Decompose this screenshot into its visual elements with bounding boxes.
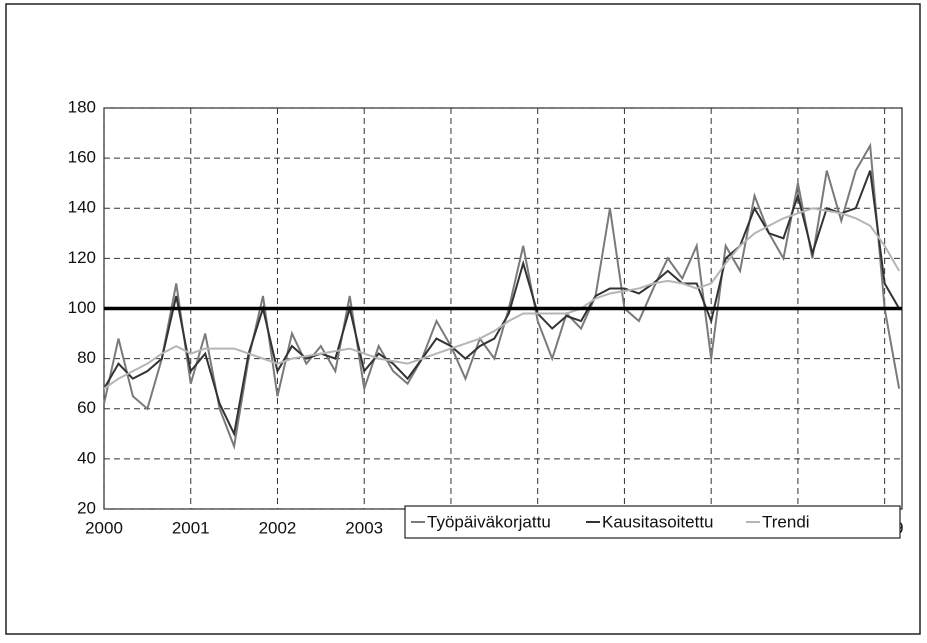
y-tick-label: 100 [68, 298, 96, 317]
x-tick-label: 2002 [259, 518, 297, 537]
y-tick-label: 80 [77, 348, 96, 367]
legend-box [404, 505, 901, 539]
legend-label: Työpäiväkorjattu [427, 512, 551, 531]
legend-label: Kausitasoitettu [602, 512, 714, 531]
series-line [103, 170, 901, 438]
y-tick-label: 160 [68, 148, 96, 167]
frame [5, 3, 921, 635]
y-tick-label: 20 [77, 498, 96, 517]
y-tick-label: 140 [68, 198, 96, 217]
series-line [103, 142, 901, 451]
y-tick-label: 120 [68, 248, 96, 267]
x-tick-label: 2001 [172, 518, 210, 537]
y-tick-label: 180 [68, 97, 96, 116]
y-tick-label: 40 [77, 448, 96, 467]
x-tick-label: 2003 [345, 518, 383, 537]
x-tick-label: 2000 [85, 518, 123, 537]
series-line [103, 207, 901, 390]
legend-label: Trendi [762, 512, 810, 531]
y-tick-label: 60 [77, 398, 96, 417]
